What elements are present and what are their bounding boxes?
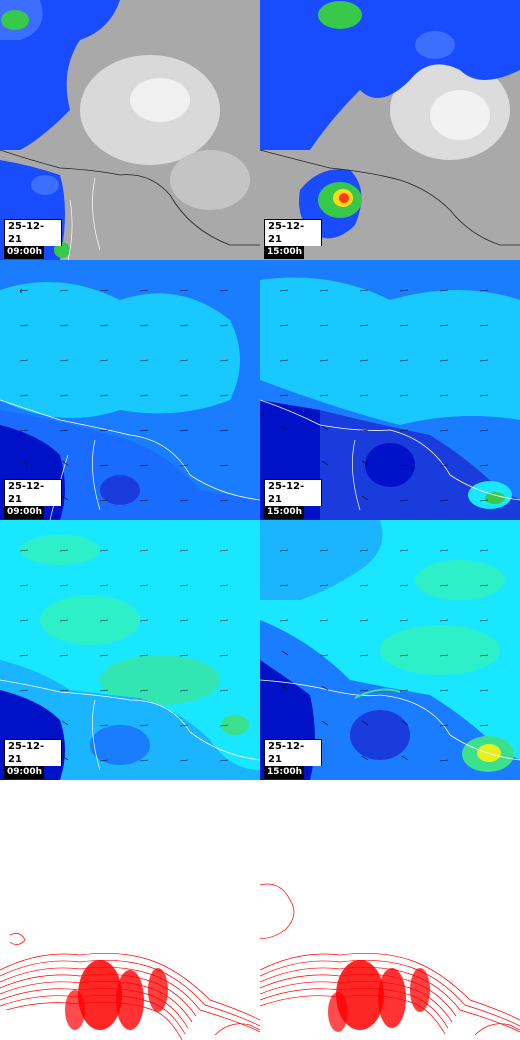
dense-contour-cluster	[328, 960, 430, 1032]
date-text: 25-12-21	[4, 219, 62, 246]
precip-map-panel-0900: 25-12-21 09:00h	[0, 0, 260, 260]
precip-map-1500	[260, 0, 520, 260]
timestamp-label: 25-12-21 15:00h	[264, 739, 322, 779]
contour-map-panel-right	[260, 780, 520, 1040]
wind-arrows	[279, 289, 489, 502]
date-text: 25-12-21	[264, 219, 322, 246]
date-text: 25-12-21	[264, 739, 322, 766]
wind2-map-0900	[0, 520, 260, 780]
precip-map-panel-1500: 25-12-21 15:00h	[260, 0, 520, 260]
wind-map-1500	[260, 260, 520, 520]
wind-map-0900	[0, 260, 260, 520]
contour-map-panel-left	[0, 780, 260, 1040]
wind-arrows	[279, 549, 489, 762]
wind2-map-panel-0900: 25-12-21 09:00h	[0, 520, 260, 780]
dense-contour-cluster	[65, 960, 168, 1030]
wind-arrows	[19, 288, 229, 502]
contour-map-right	[260, 780, 520, 1040]
timestamp-label: 25-12-21 09:00h	[4, 739, 62, 779]
timestamp-label: 25-12-21 09:00h	[4, 219, 62, 259]
time-text: 09:00h	[4, 246, 44, 259]
contour-map-left	[0, 780, 260, 1040]
wind-map-panel-0900: 25-12-21 09:00h	[0, 260, 260, 520]
date-text: 25-12-21	[4, 739, 62, 766]
timestamp-label: 25-12-21 15:00h	[264, 219, 322, 259]
time-text: 15:00h	[264, 766, 304, 779]
timestamp-label: 25-12-21 15:00h	[264, 479, 322, 519]
wind2-map-panel-1500: 25-12-21 15:00h	[260, 520, 520, 780]
date-text: 25-12-21	[4, 479, 62, 506]
date-text: 25-12-21	[264, 479, 322, 506]
time-text: 15:00h	[264, 246, 304, 259]
timestamp-label: 25-12-21 09:00h	[4, 479, 62, 519]
time-text: 09:00h	[4, 506, 44, 519]
time-text: 09:00h	[4, 766, 44, 779]
wind-map-panel-1500: 25-12-21 15:00h	[260, 260, 520, 520]
wind-arrows	[19, 549, 229, 762]
time-text: 15:00h	[264, 506, 304, 519]
